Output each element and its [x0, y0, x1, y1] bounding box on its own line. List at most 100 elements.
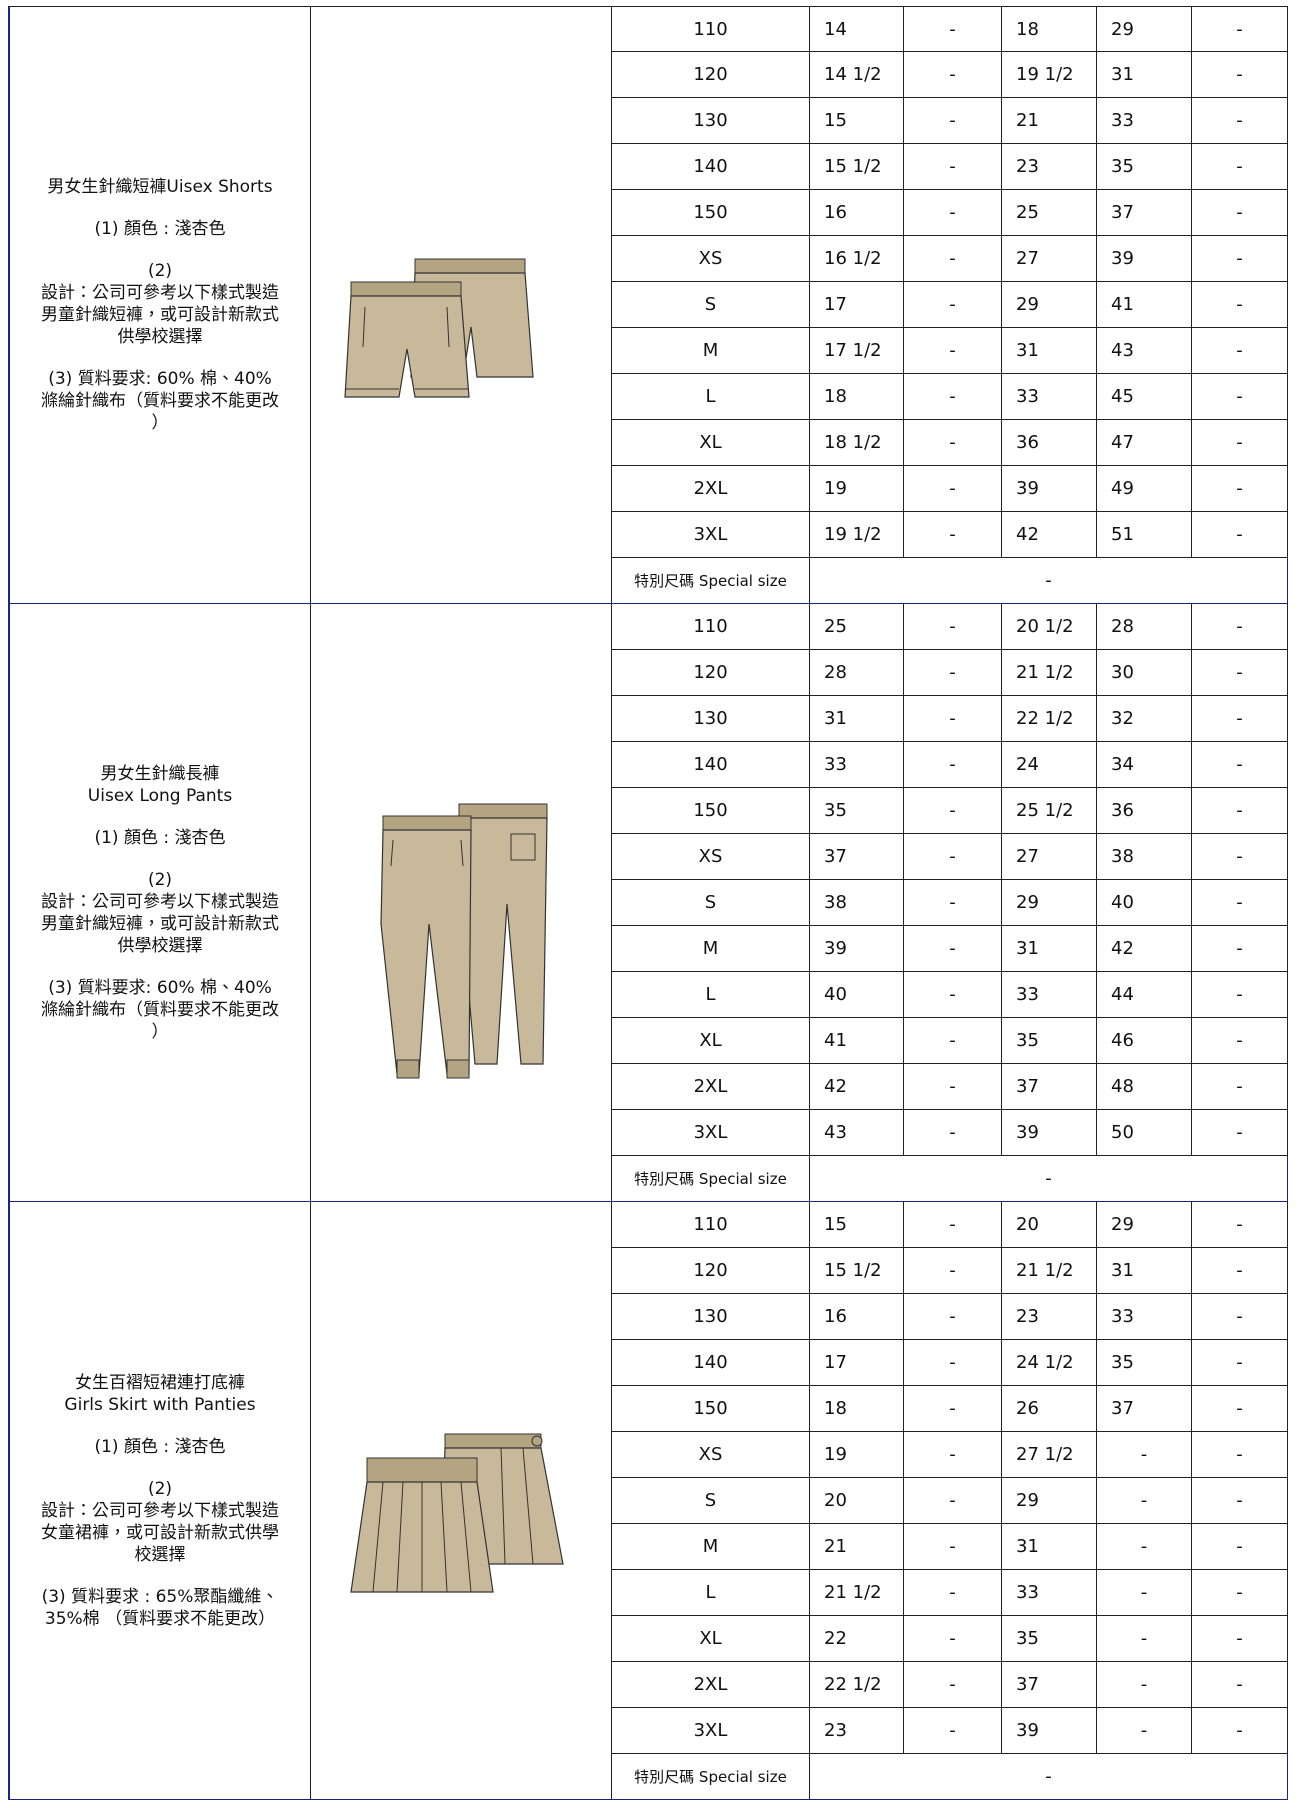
measure-cell: - [1192, 512, 1288, 558]
measure-cell: - [904, 466, 1002, 512]
measure-cell: 23 [1002, 1294, 1097, 1340]
product-description: 男女生針織短褲Uisex Shorts (1) 顏色 : 淺杏色 (2) 設計：公司可… [8, 6, 311, 604]
measure-cell: 18 [1002, 6, 1097, 52]
size-label: L [612, 972, 810, 1018]
measure-cell: 37 [1002, 1064, 1097, 1110]
special-size-label: 特別尺碼 Special size [612, 1754, 810, 1800]
size-label: 3XL [612, 1708, 810, 1754]
size-label: 120 [612, 1248, 810, 1294]
measure-cell: - [904, 1110, 1002, 1156]
measure-cell: 29 [1002, 282, 1097, 328]
size-label: 130 [612, 696, 810, 742]
measure-cell: - [904, 512, 1002, 558]
measure-cell: - [1192, 742, 1288, 788]
measure-cell: 15 [810, 98, 904, 144]
measure-cell: 21 [1002, 98, 1097, 144]
measure-cell: - [1192, 1110, 1288, 1156]
description-line: (3) 質料要求 : 65%聚酯纖維、 [41, 1586, 279, 1607]
measure-cell: 41 [810, 1018, 904, 1064]
measure-cell: - [904, 1248, 1002, 1294]
measure-cell: 25 [1002, 190, 1097, 236]
measure-cell: - [1192, 1248, 1288, 1294]
long-pants-illustration [380, 803, 548, 1079]
measure-cell: 21 [810, 1524, 904, 1570]
description-line: (2) [147, 261, 173, 281]
measure-cell: 48 [1097, 1064, 1192, 1110]
measure-cell: 45 [1097, 374, 1192, 420]
size-label: 120 [612, 52, 810, 98]
description-line: (2) [147, 1478, 173, 1499]
measure-cell: 31 [810, 696, 904, 742]
measure-cell: 18 [810, 374, 904, 420]
product-illustration [311, 604, 612, 1202]
measure-cell: - [904, 144, 1002, 190]
measure-cell: 35 [1002, 1018, 1097, 1064]
size-label: M [612, 1524, 810, 1570]
measure-cell: - [1192, 1294, 1288, 1340]
size-label: 2XL [612, 1662, 810, 1708]
measure-cell: - [1192, 466, 1288, 512]
measure-cell: 20 [1002, 1202, 1097, 1248]
measure-cell: 49 [1097, 466, 1192, 512]
measure-cell: - [904, 788, 1002, 834]
measure-cell: 21 1/2 [1002, 650, 1097, 696]
measure-cell: - [1192, 1018, 1288, 1064]
measure-cell: 25 [810, 604, 904, 650]
description-paragraph: (1) 顏色 : 淺杏色 [94, 1436, 225, 1458]
measure-cell: - [1097, 1662, 1192, 1708]
description-line: 35%棉 （質料要求不能更改） [44, 1608, 276, 1629]
measure-cell: - [1192, 972, 1288, 1018]
measure-cell: - [1192, 144, 1288, 190]
measure-cell: - [1192, 236, 1288, 282]
measure-cell: 31 [1002, 926, 1097, 972]
measure-cell: 14 1/2 [810, 52, 904, 98]
measure-cell: - [1192, 420, 1288, 466]
measure-cell: 21 1/2 [810, 1570, 904, 1616]
size-label: XS [612, 1432, 810, 1478]
measure-cell: - [904, 1708, 1002, 1754]
measure-cell: - [1192, 880, 1288, 926]
measure-cell: 34 [1097, 742, 1192, 788]
measure-cell: 28 [810, 650, 904, 696]
measure-cell: - [1192, 328, 1288, 374]
size-label: 140 [612, 742, 810, 788]
measure-cell: 33 [1097, 1294, 1192, 1340]
measure-cell: - [904, 6, 1002, 52]
measure-cell: 46 [1097, 1018, 1192, 1064]
measure-cell: - [904, 1524, 1002, 1570]
size-label: 120 [612, 650, 810, 696]
size-label: 140 [612, 1340, 810, 1386]
description-paragraph: 女生百褶短裙連打底褲 Girls Skirt with Panties [64, 1372, 255, 1416]
description-line: 設計：公司可參考以下樣式製造 [41, 891, 279, 912]
size-label: M [612, 328, 810, 374]
size-label: 110 [612, 6, 810, 52]
measure-cell: 36 [1002, 420, 1097, 466]
measure-cell: 33 [1002, 374, 1097, 420]
special-size-value: - [810, 1754, 1288, 1800]
measure-cell: 29 [1002, 880, 1097, 926]
measure-cell: 24 [1002, 742, 1097, 788]
description-paragraph: (3) 質料要求 : 65%聚酯纖維、 35%棉 （質料要求不能更改） [42, 1586, 279, 1630]
measure-cell: - [1192, 1662, 1288, 1708]
product-description: 男女生針織長褲 Uisex Long Pants (1) 顏色 : 淺杏色 (2) 設計… [8, 604, 311, 1202]
measure-cell: - [1097, 1432, 1192, 1478]
measure-cell: - [1192, 98, 1288, 144]
size-label: XS [612, 236, 810, 282]
measure-cell: 35 [1097, 1340, 1192, 1386]
size-label: XL [612, 420, 810, 466]
measure-cell: 39 [1002, 1110, 1097, 1156]
measure-cell: 37 [1002, 1662, 1097, 1708]
description-line: (1) 顏色 : 淺杏色 [94, 827, 226, 848]
measure-cell: 29 [1002, 1478, 1097, 1524]
product-illustration [311, 1202, 612, 1800]
size-label: 3XL [612, 1110, 810, 1156]
description-paragraph: (1) 顏色 : 淺杏色 [94, 827, 225, 849]
measure-cell: - [1192, 1524, 1288, 1570]
measure-cell: - [1192, 926, 1288, 972]
measure-cell: - [1192, 1432, 1288, 1478]
measure-cell: - [1192, 282, 1288, 328]
measure-cell: - [904, 328, 1002, 374]
measure-cell: 22 1/2 [1002, 696, 1097, 742]
measure-cell: 27 1/2 [1002, 1432, 1097, 1478]
